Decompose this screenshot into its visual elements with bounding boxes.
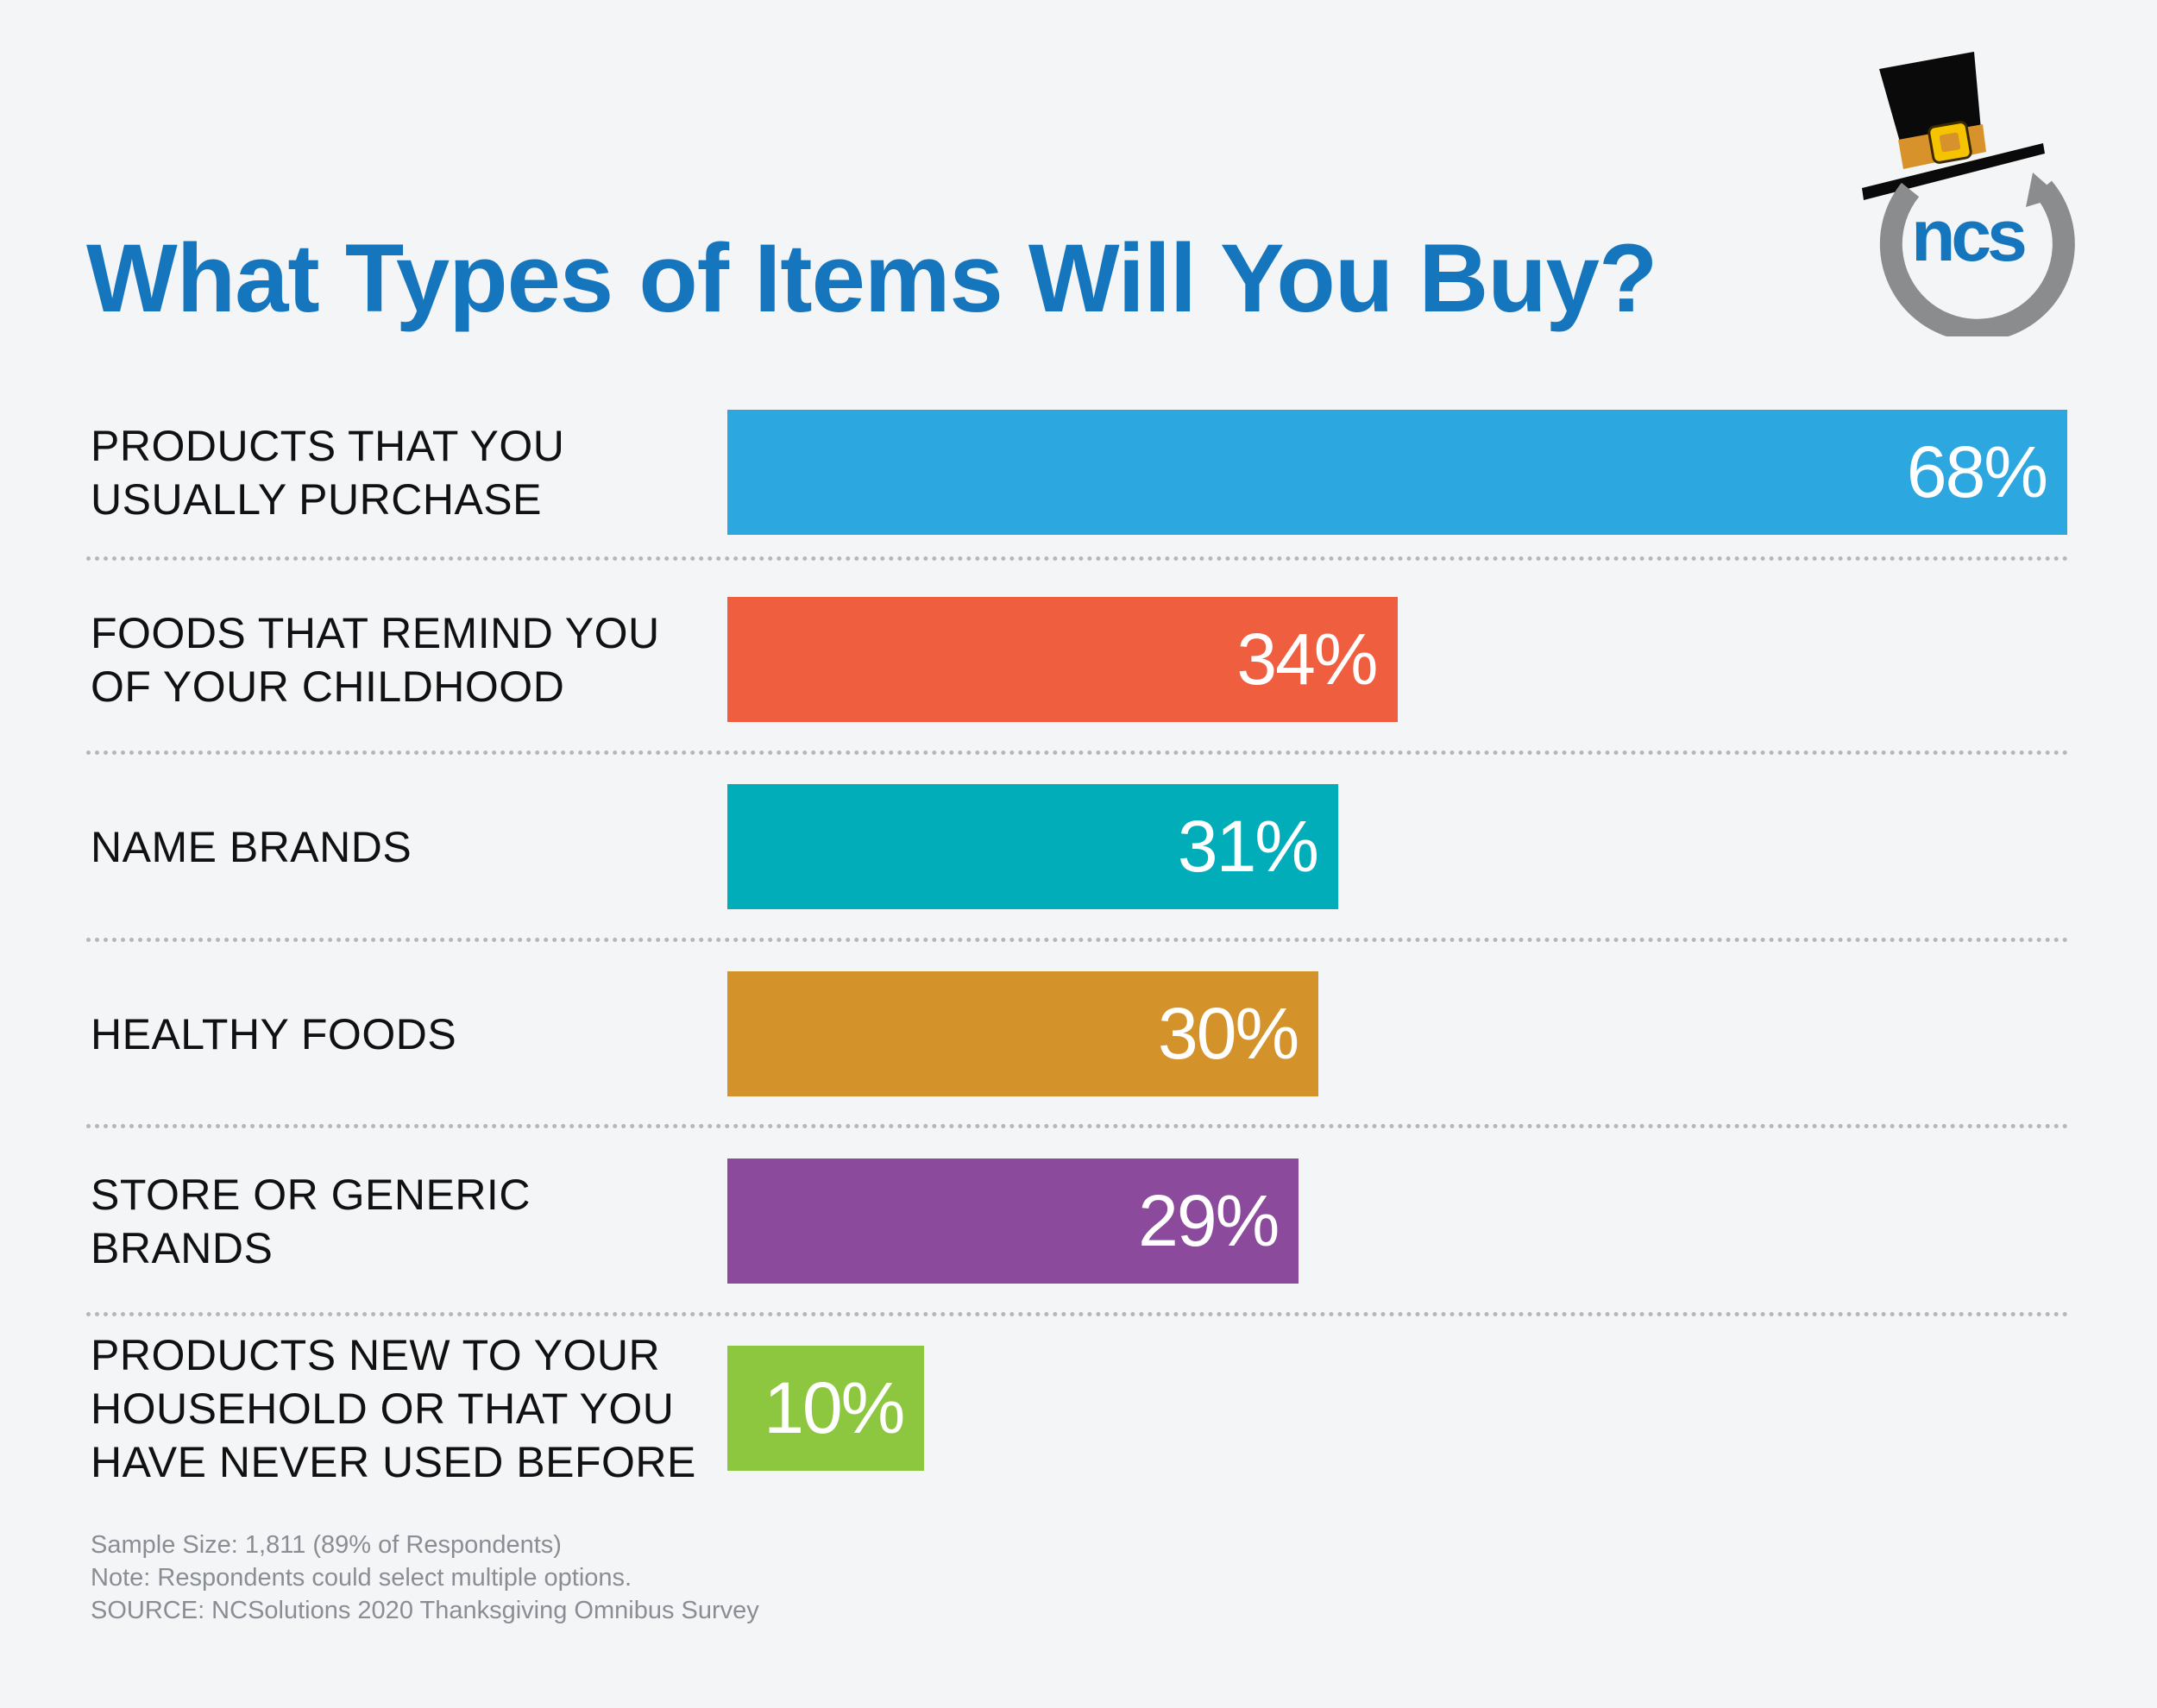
category-label-line: PRODUCTS THAT YOU — [91, 421, 565, 470]
category-label-line: HOUSEHOLD OR THAT YOU — [91, 1384, 675, 1433]
category-label-line: PRODUCTS NEW TO YOUR — [91, 1330, 661, 1379]
category-label-line: FOODS THAT REMIND YOU — [91, 608, 660, 657]
bar-value-label: 34% — [1236, 619, 1378, 700]
bar: 30% — [727, 971, 1319, 1096]
category-label: NAME BRANDS — [91, 784, 712, 909]
category-label: PRODUCTS NEW TO YOUR HOUSEHOLD OR THAT YO… — [91, 1331, 712, 1486]
bar: 68% — [727, 410, 2067, 535]
bar: 10% — [727, 1346, 925, 1471]
ncs-logo-text: ncs — [1911, 195, 2025, 276]
bar-value-label: 68% — [1906, 431, 2048, 512]
bar: 34% — [727, 597, 1398, 722]
row-divider — [86, 1312, 2069, 1316]
category-label: STORE OR GENERIC BRANDS — [91, 1159, 712, 1284]
category-label: PRODUCTS THAT YOU USUALLY PURCHASE — [91, 410, 712, 535]
bar: 31% — [727, 784, 1338, 909]
ncs-ring-icon — [1879, 173, 2075, 336]
row-divider — [86, 556, 2069, 561]
category-label-line: NAME BRANDS — [91, 822, 412, 871]
bar: 29% — [727, 1159, 1299, 1284]
footnote-source: SOURCE: NCSolutions 2020 Thanksgiving Om… — [91, 1597, 759, 1624]
row-divider — [86, 938, 2069, 942]
category-label-line: OF YOUR CHILDHOOD — [91, 662, 565, 711]
category-label-line: BRANDS — [91, 1223, 274, 1272]
footnote-sample-size: Sample Size: 1,811 (89% of Respondents) — [91, 1531, 562, 1559]
bar-value-label: 29% — [1138, 1180, 1280, 1261]
category-label-line: USUALLY PURCHASE — [91, 474, 542, 524]
category-label: HEALTHY FOODS — [91, 971, 712, 1096]
row-divider — [86, 750, 2069, 755]
category-label-line: STORE OR GENERIC — [91, 1170, 531, 1219]
footnote-note: Note: Respondents could select multiple … — [91, 1564, 632, 1592]
chart-title: What Types of Items Will You Buy? — [86, 224, 1657, 332]
bar-value-label: 30% — [1158, 993, 1299, 1074]
bar-value-label: 10% — [764, 1367, 905, 1448]
bar-value-label: 31% — [1177, 806, 1319, 887]
ncs-pilgrim-hat-logo: ncs — [1862, 52, 2075, 336]
category-label: FOODS THAT REMIND YOU OF YOUR CHILDHOOD — [91, 597, 712, 722]
footnotes: Sample Size: 1,811 (89% of Respondents) … — [91, 1529, 759, 1627]
category-label-line: HAVE NEVER USED BEFORE — [91, 1437, 696, 1486]
pilgrim-hat-icon — [1862, 52, 2045, 200]
category-label-line: HEALTHY FOODS — [91, 1009, 457, 1058]
row-divider — [86, 1124, 2069, 1128]
